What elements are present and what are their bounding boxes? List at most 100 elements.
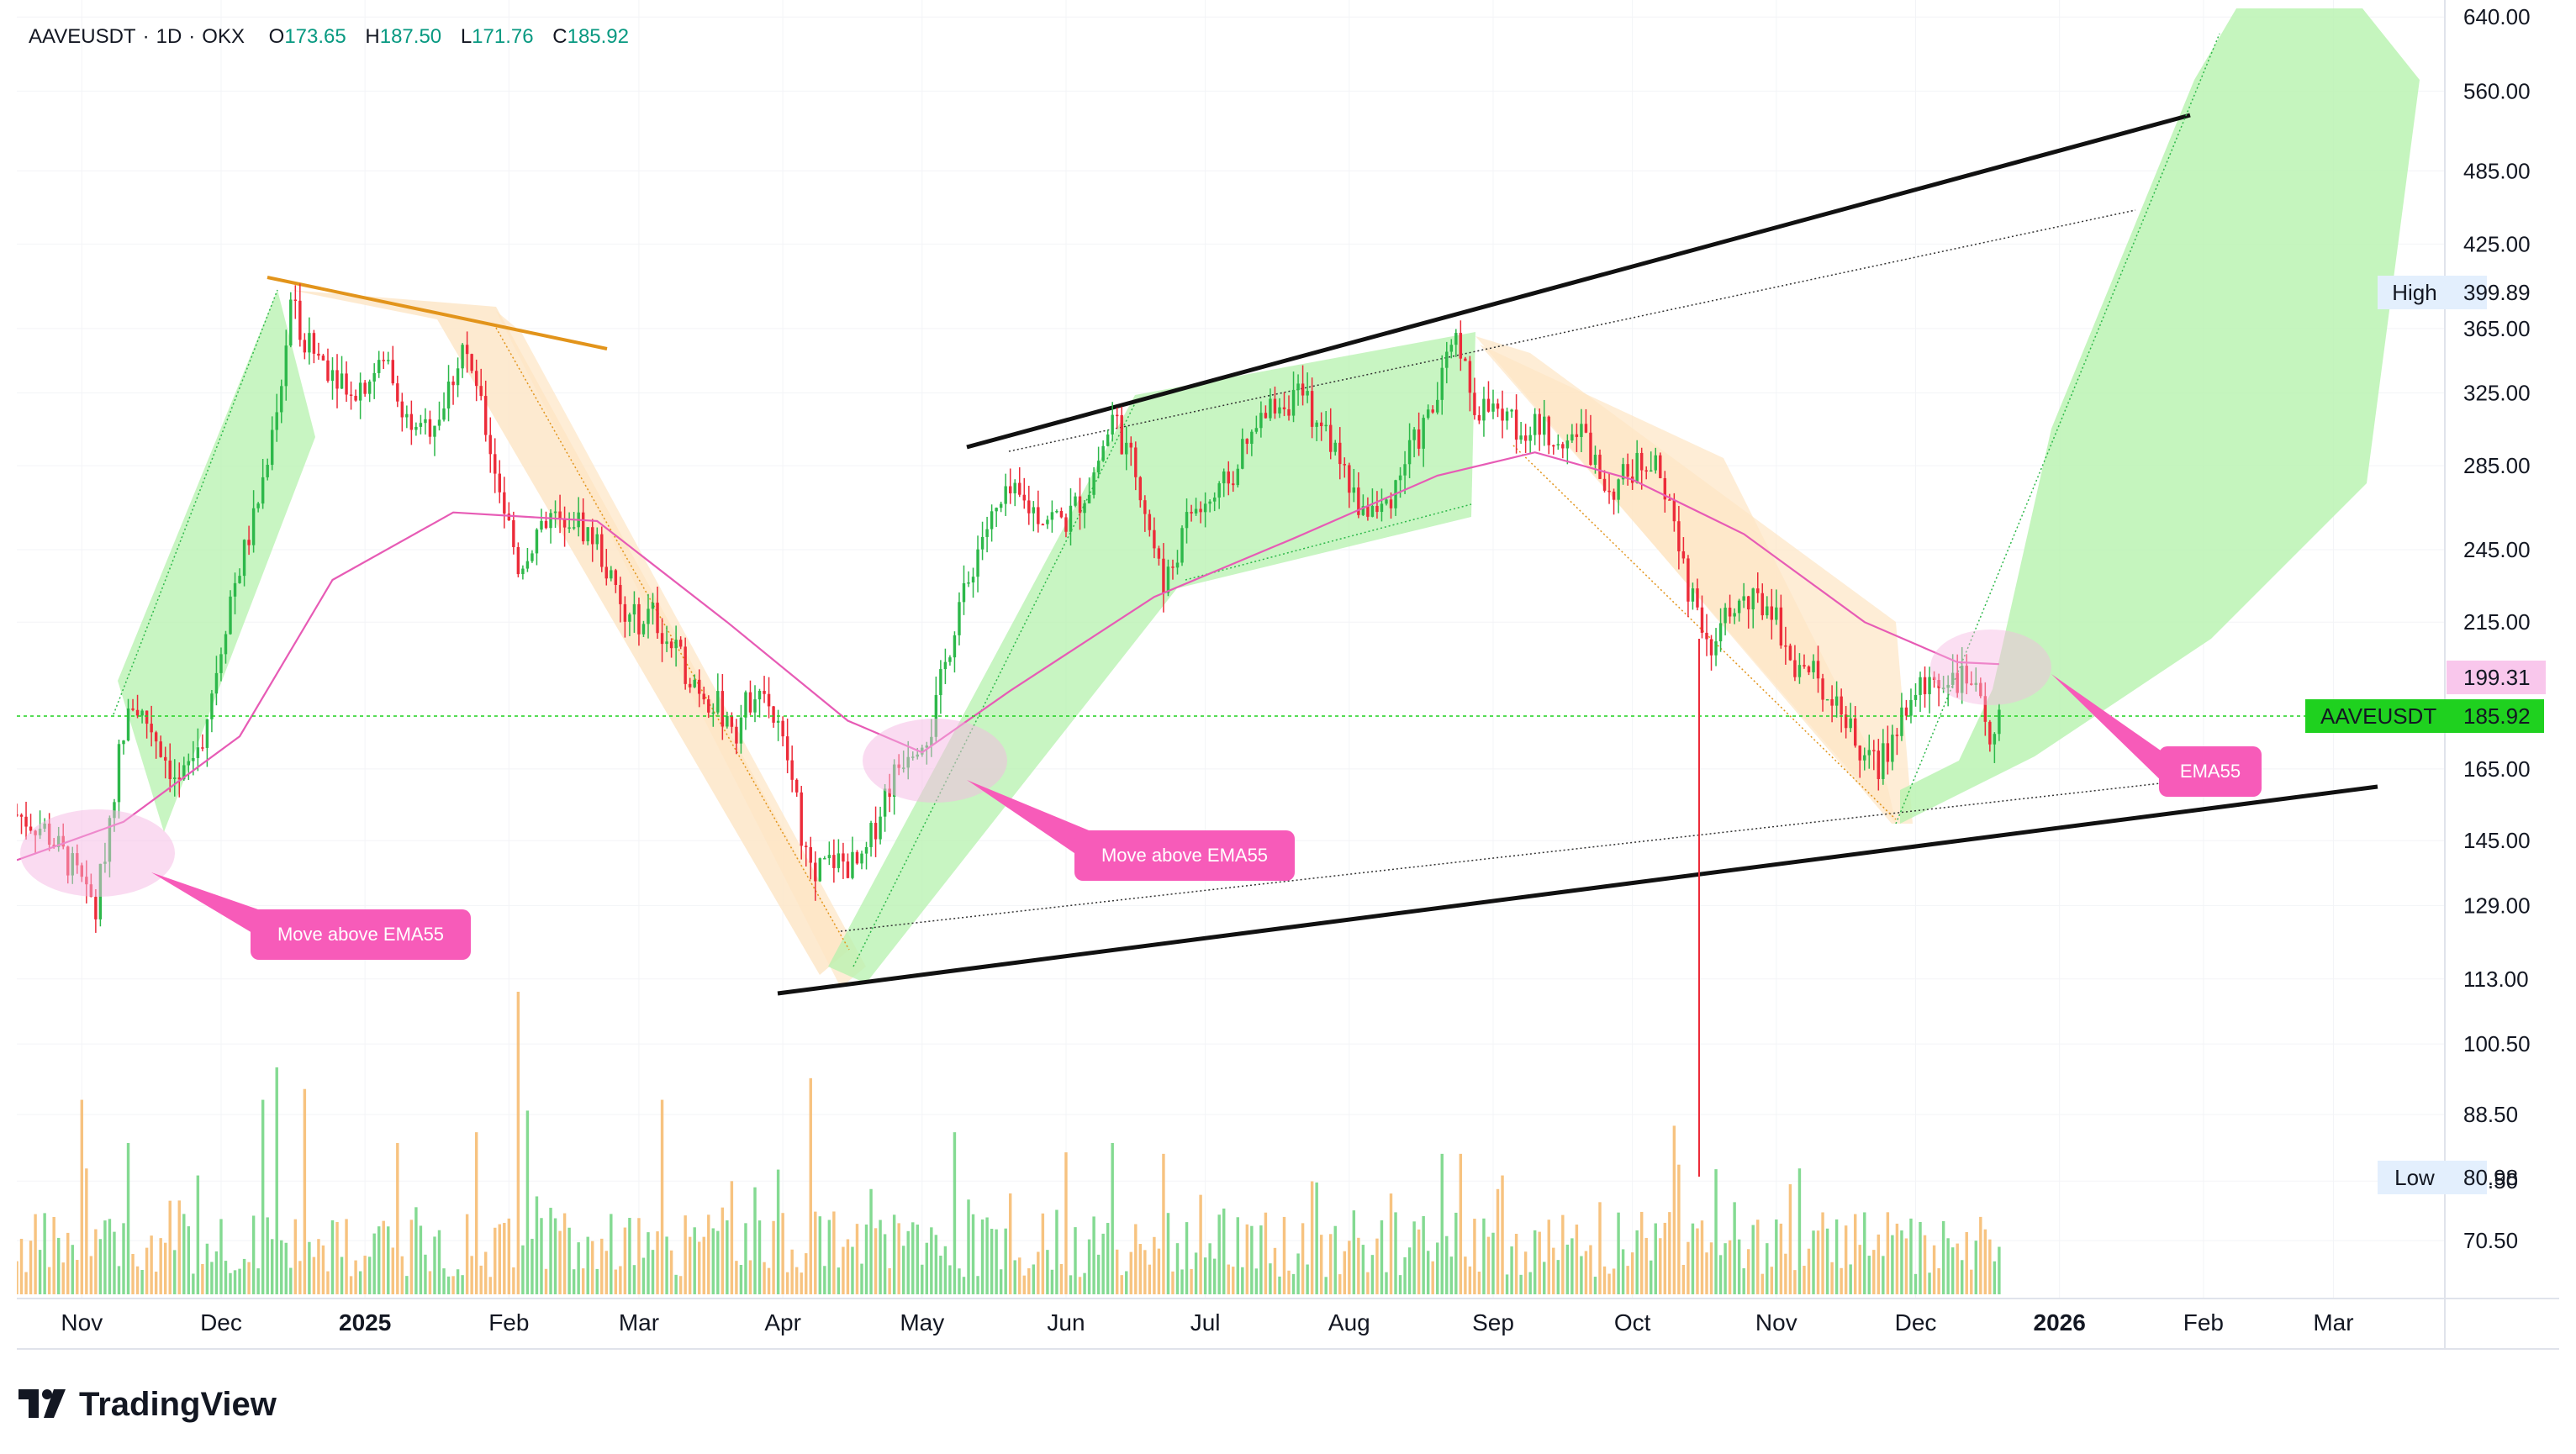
candle-body — [1370, 505, 1375, 517]
time-tick-label: May — [900, 1309, 944, 1335]
volume-bar — [1961, 1260, 1964, 1294]
candle-body — [632, 603, 636, 615]
volume-bar — [159, 1238, 162, 1294]
candle-body — [735, 726, 738, 744]
volume-bar — [1417, 1229, 1421, 1294]
candle-body — [238, 576, 241, 583]
volume-bar — [335, 1221, 339, 1294]
candle-body — [1956, 672, 1959, 693]
volume-bar — [409, 1220, 414, 1294]
candle-body — [1449, 345, 1454, 352]
candle-body — [1445, 351, 1449, 368]
volume-bar — [456, 1269, 460, 1294]
candle-body — [1654, 455, 1657, 471]
lower-channel-line — [777, 784, 2378, 996]
volume-bar — [367, 1256, 372, 1294]
volume-bar — [1278, 1276, 1281, 1294]
volume-bar — [581, 1268, 585, 1294]
candle-body — [1278, 407, 1281, 414]
candle-body — [173, 777, 177, 779]
volume-bar — [1589, 1245, 1592, 1294]
volume-bar — [809, 1077, 812, 1294]
volume-bar — [47, 1267, 51, 1294]
candle-body — [1074, 496, 1077, 506]
price-axis[interactable]: 640.00 560.00 485.00 425.00 365.00 325.00 285.… — [2463, 4, 2531, 1253]
header-low: 171.76 — [472, 25, 533, 48]
header-symbol: AAVEUSDT — [29, 25, 136, 48]
volume-bar — [89, 1256, 93, 1294]
callout-ema55: EMA55 — [2051, 674, 2262, 797]
volume-bar — [80, 1099, 84, 1294]
candle-body — [781, 720, 784, 737]
candle-body — [1523, 435, 1528, 441]
candle-body — [326, 360, 330, 382]
candle-body — [1245, 439, 1249, 445]
orange-trendline — [267, 276, 608, 350]
volume-bar — [1626, 1266, 1629, 1294]
volume-bar — [1199, 1194, 1202, 1294]
volume-bar — [832, 1211, 836, 1294]
volume-bar — [628, 1218, 631, 1294]
volume-bar — [711, 1228, 715, 1294]
candle-body — [1932, 677, 1936, 681]
time-axis[interactable]: Nov Dec 2025 Feb Mar Apr May Jun Jul Aug Sep Oct Nov… — [61, 1309, 2353, 1335]
volume-bar — [512, 1267, 515, 1294]
volume-bar — [1663, 1222, 1667, 1294]
candle-body — [1426, 409, 1430, 419]
candle-body — [1004, 486, 1007, 504]
volume-bar — [1607, 1273, 1611, 1294]
volume-bar — [1064, 1152, 1068, 1294]
volume-bar — [790, 1249, 794, 1294]
volume-bar — [1431, 1261, 1434, 1294]
volume-bar — [1496, 1188, 1500, 1294]
candle-body — [1844, 714, 1848, 729]
candle-body — [1055, 511, 1058, 513]
candle-body — [995, 508, 998, 512]
volume-bar — [1041, 1213, 1045, 1294]
candle-body — [1668, 499, 1671, 501]
volume-bar — [1241, 1267, 1244, 1294]
candle-body — [1157, 548, 1161, 559]
candle-body — [1412, 429, 1416, 440]
candle-body — [1807, 666, 1811, 672]
candle-body — [159, 741, 162, 757]
candle-body — [1115, 414, 1119, 417]
candle-body — [29, 826, 33, 831]
volume-bar — [275, 1067, 278, 1294]
volume-bar — [707, 1214, 710, 1294]
candle-body — [1760, 593, 1764, 616]
candle-body — [1705, 632, 1708, 640]
candle-body — [1696, 588, 1699, 608]
symbol-header[interactable]: AAVEUSDT · 1D · OKX O173.65 H187.50 L171.76 … — [29, 25, 629, 48]
volume-bar — [1032, 1264, 1036, 1294]
tradingview-logo[interactable]: TradingView — [18, 1386, 277, 1423]
volume-bar — [1208, 1243, 1211, 1294]
candle-body — [1961, 666, 1964, 693]
candle-body — [1672, 500, 1676, 522]
candle-body — [985, 529, 989, 537]
volume-bar — [767, 1267, 771, 1294]
candle-body — [1565, 440, 1570, 449]
volume-bar — [470, 1256, 473, 1294]
volume-bar — [763, 1262, 766, 1294]
volume-bar — [1872, 1250, 1876, 1294]
volume-bar — [604, 1251, 609, 1294]
candle-body — [1528, 435, 1532, 441]
candle-body — [1891, 735, 1894, 762]
candle-body — [1491, 403, 1495, 412]
candle-body — [1681, 551, 1686, 559]
candle-body — [855, 851, 859, 864]
green-zone-3 — [1900, 8, 2420, 824]
candle-body — [196, 747, 200, 758]
candle-body — [1700, 607, 1704, 633]
volume-bar — [1840, 1267, 1843, 1294]
volume-bar — [971, 1214, 975, 1294]
volume-bar — [61, 1262, 65, 1294]
volume-bar — [1232, 1267, 1235, 1294]
volume-bar — [1928, 1272, 1931, 1294]
volume-bar — [1514, 1234, 1518, 1294]
volume-bar — [182, 1214, 186, 1294]
candle-body — [943, 661, 948, 670]
callout-move-above-ema55-2: Move above EMA55 — [967, 780, 1295, 881]
